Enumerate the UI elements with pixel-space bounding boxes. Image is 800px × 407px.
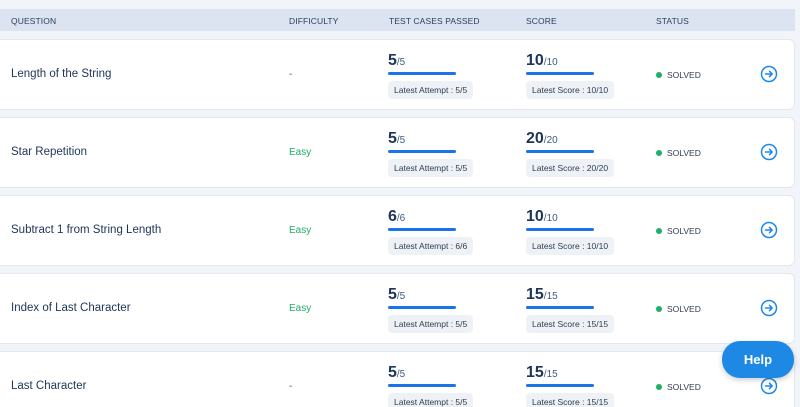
latest-attempt-pill: Latest Attempt : 5/5: [388, 159, 474, 177]
status-dot-icon: [656, 306, 662, 312]
status-label: SOLVED: [667, 304, 701, 314]
tests-total: /5: [396, 369, 406, 380]
status-badge: SOLVED: [656, 148, 701, 158]
header-score: SCORE: [526, 16, 557, 26]
tests-total: /6: [396, 213, 406, 224]
status-dot-icon: [656, 150, 662, 156]
status-badge: SOLVED: [656, 70, 701, 80]
score-value: 15: [526, 364, 544, 381]
score-total: /15: [543, 369, 558, 380]
latest-attempt-pill: Latest Attempt : 5/5: [388, 315, 474, 333]
status-label: SOLVED: [667, 226, 701, 236]
header-question: QUESTION: [11, 16, 57, 26]
tests-passed: 5: [388, 130, 397, 147]
score-progress-bar: [526, 72, 594, 75]
status-badge: SOLVED: [656, 226, 701, 236]
status-badge: SOLVED: [656, 382, 701, 392]
score-progress-bar: [526, 228, 594, 231]
arrow-right-circle-icon[interactable]: [760, 65, 778, 83]
score-metric: 15/15 Latest Score : 15/15: [526, 286, 615, 333]
header-tests: TEST CASES PASSED: [389, 16, 480, 26]
latest-score-pill: Latest Score : 15/15: [526, 393, 615, 407]
latest-attempt-pill: Latest Attempt : 5/5: [388, 81, 474, 99]
score-total: /15: [543, 291, 558, 302]
score-total: /20: [543, 135, 558, 146]
difficulty-label: -: [289, 381, 293, 392]
score-total: /10: [543, 213, 558, 224]
tests-passed: 6: [388, 208, 397, 225]
score-metric: 10/10 Latest Score : 10/10: [526, 52, 615, 99]
score-total: /10: [543, 57, 558, 68]
tests-progress-bar: [388, 228, 456, 231]
tests-metric: 6/6 Latest Attempt : 6/6: [388, 208, 474, 255]
tests-passed: 5: [388, 52, 397, 69]
help-button[interactable]: Help: [722, 341, 794, 378]
difficulty-label: Easy: [289, 303, 312, 314]
tests-metric: 5/5 Latest Attempt : 5/5: [388, 286, 474, 333]
tests-passed: 5: [388, 286, 397, 303]
question-title[interactable]: Last Character: [11, 380, 87, 392]
arrow-right-circle-icon[interactable]: [760, 143, 778, 161]
tests-progress-bar: [388, 384, 456, 387]
score-value: 20: [526, 130, 544, 147]
score-metric: 15/15 Latest Score : 15/15: [526, 364, 615, 407]
tests-total: /5: [396, 135, 406, 146]
tests-progress-bar: [388, 150, 456, 153]
tests-total: /5: [396, 57, 406, 68]
question-title[interactable]: Subtract 1 from String Length: [11, 224, 162, 236]
difficulty-label: -: [289, 69, 293, 80]
status-dot-icon: [656, 72, 662, 78]
latest-attempt-pill: Latest Attempt : 5/5: [388, 393, 474, 407]
status-label: SOLVED: [667, 382, 701, 392]
table-row[interactable]: Last Character - 5/5 Latest Attempt : 5/…: [0, 351, 795, 407]
difficulty-label: Easy: [289, 225, 312, 236]
score-value: 10: [526, 208, 544, 225]
table-row[interactable]: Star Repetition Easy 5/5 Latest Attempt …: [0, 117, 795, 188]
tests-progress-bar: [388, 306, 456, 309]
tests-progress-bar: [388, 72, 456, 75]
latest-score-pill: Latest Score : 10/10: [526, 81, 615, 99]
tests-passed: 5: [388, 364, 397, 381]
status-label: SOLVED: [667, 148, 701, 158]
table-row[interactable]: Index of Last Character Easy 5/5 Latest …: [0, 273, 795, 344]
header-status: STATUS: [656, 16, 689, 26]
score-progress-bar: [526, 306, 594, 309]
table-row[interactable]: Subtract 1 from String Length Easy 6/6 L…: [0, 195, 795, 266]
status-dot-icon: [656, 228, 662, 234]
latest-attempt-pill: Latest Attempt : 6/6: [388, 237, 474, 255]
tests-metric: 5/5 Latest Attempt : 5/5: [388, 52, 474, 99]
latest-score-pill: Latest Score : 20/20: [526, 159, 615, 177]
status-label: SOLVED: [667, 70, 701, 80]
header-difficulty: DIFFICULTY: [289, 16, 339, 26]
table-row[interactable]: Length of the String - 5/5 Latest Attemp…: [0, 39, 795, 110]
question-title[interactable]: Star Repetition: [11, 146, 88, 158]
tests-total: /5: [396, 291, 406, 302]
latest-score-pill: Latest Score : 10/10: [526, 237, 615, 255]
status-badge: SOLVED: [656, 304, 701, 314]
arrow-right-circle-icon[interactable]: [760, 377, 778, 395]
tests-metric: 5/5 Latest Attempt : 5/5: [388, 364, 474, 407]
arrow-right-circle-icon[interactable]: [760, 221, 778, 239]
question-title[interactable]: Length of the String: [11, 68, 112, 80]
score-progress-bar: [526, 384, 594, 387]
latest-score-pill: Latest Score : 15/15: [526, 315, 615, 333]
score-value: 10: [526, 52, 544, 69]
score-value: 15: [526, 286, 544, 303]
difficulty-label: Easy: [289, 147, 312, 158]
tests-metric: 5/5 Latest Attempt : 5/5: [388, 130, 474, 177]
arrow-right-circle-icon[interactable]: [760, 299, 778, 317]
question-title[interactable]: Index of Last Character: [11, 302, 131, 314]
table-header: QUESTION DIFFICULTY TEST CASES PASSED SC…: [0, 9, 795, 31]
score-metric: 10/10 Latest Score : 10/10: [526, 208, 615, 255]
score-progress-bar: [526, 150, 594, 153]
status-dot-icon: [656, 384, 662, 390]
score-metric: 20/20 Latest Score : 20/20: [526, 130, 615, 177]
